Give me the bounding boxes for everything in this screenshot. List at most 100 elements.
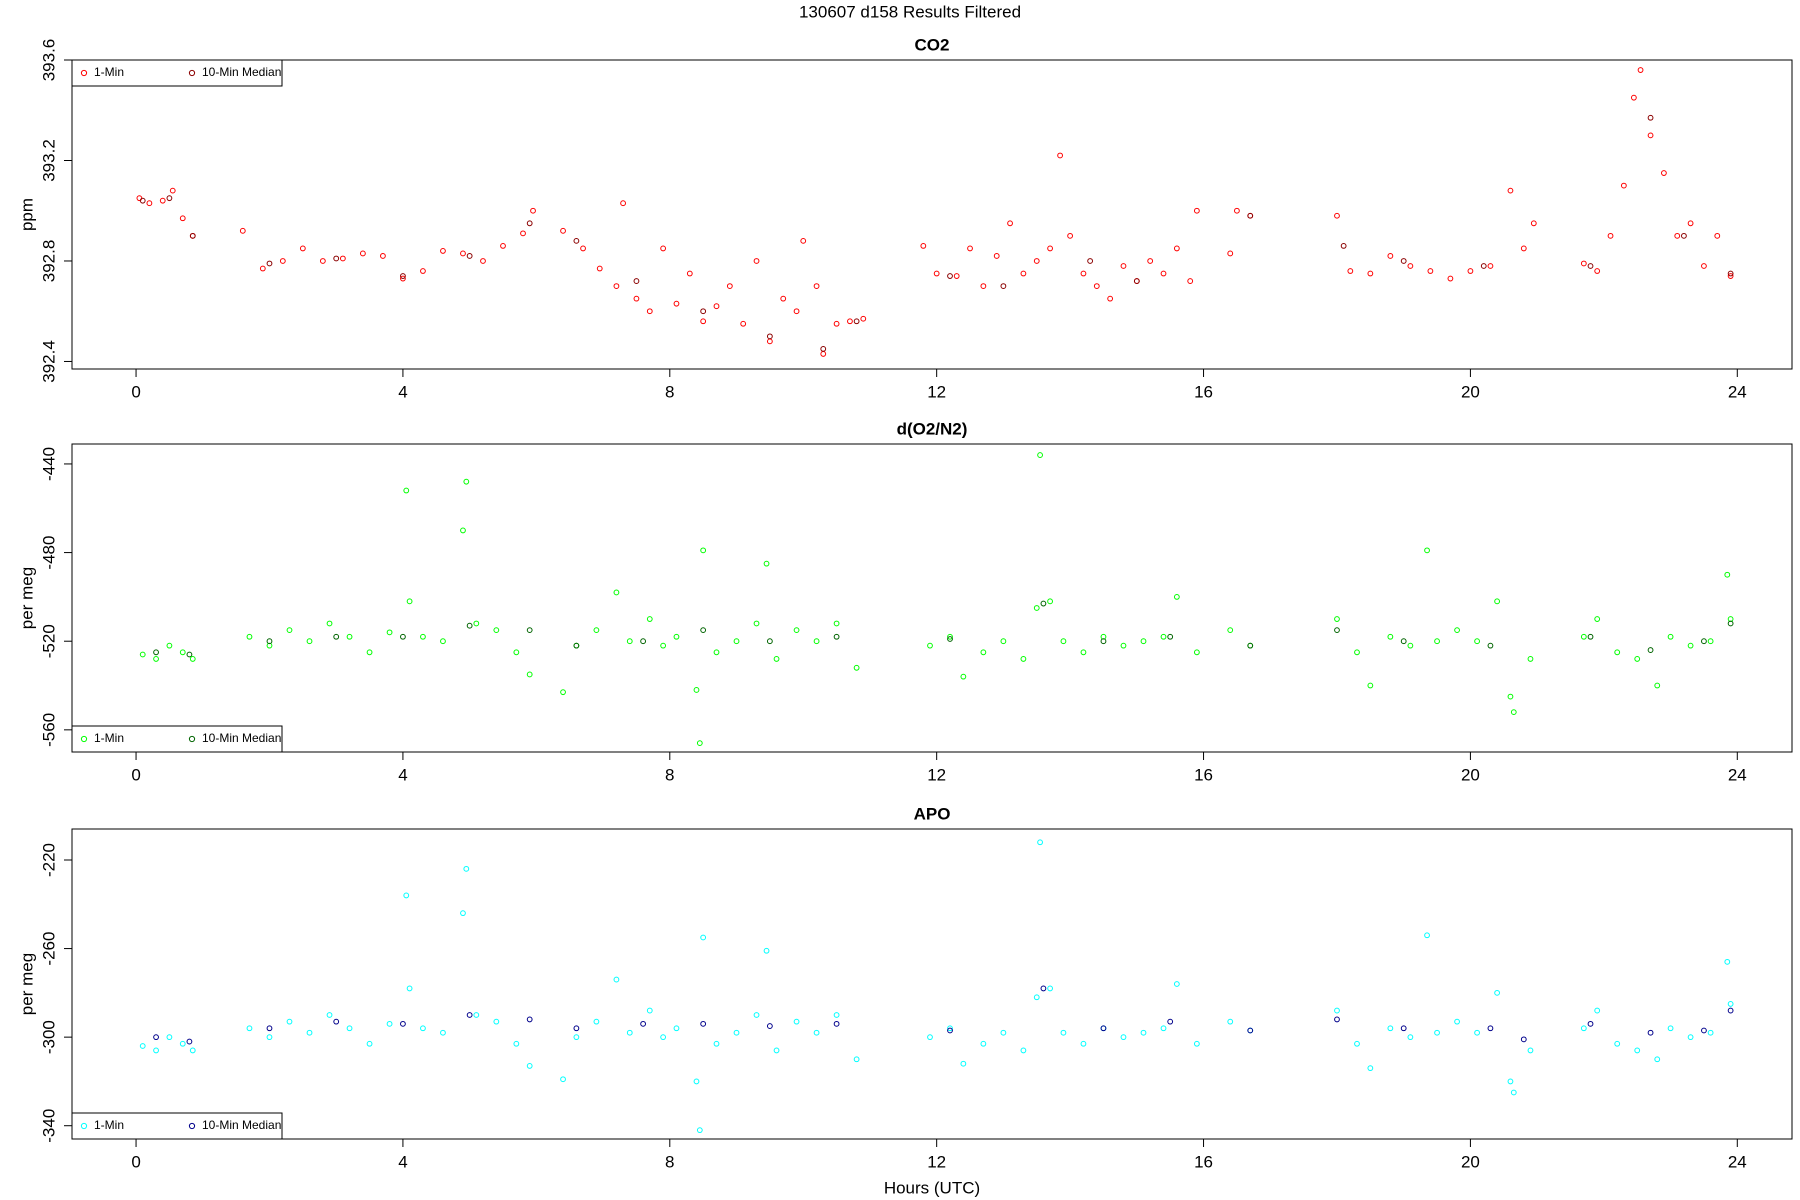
point: [466, 1012, 473, 1018]
y-tick-label: -520: [39, 624, 58, 658]
point: [1247, 212, 1254, 219]
point: [573, 237, 580, 244]
point: [853, 318, 860, 325]
point: [1047, 985, 1053, 992]
point: [933, 270, 940, 277]
point: [1687, 220, 1694, 227]
point: [733, 1029, 740, 1036]
legend-label: 1-Min: [94, 65, 124, 79]
point: [1580, 260, 1587, 267]
x-tick-label: 0: [131, 765, 140, 784]
point: [530, 207, 536, 214]
point: [633, 295, 640, 302]
point: [713, 1040, 720, 1047]
point: [306, 638, 313, 645]
point: [1020, 656, 1027, 662]
point: [766, 338, 773, 345]
point: [1193, 1040, 1200, 1047]
x-tick-label: 12: [927, 382, 946, 401]
point: [1727, 620, 1734, 627]
point: [1120, 263, 1127, 269]
point: [793, 308, 800, 315]
point: [526, 671, 533, 678]
point: [1080, 649, 1087, 656]
point: [239, 227, 246, 234]
point: [700, 308, 707, 315]
point: [753, 1012, 760, 1018]
point: [346, 1025, 353, 1032]
point: [1427, 268, 1434, 274]
point: [613, 976, 620, 983]
point: [967, 245, 973, 252]
point: [1334, 212, 1340, 219]
point: [1467, 268, 1474, 274]
point: [1620, 182, 1627, 189]
point: [1367, 682, 1374, 689]
point: [1647, 1029, 1654, 1036]
point: [713, 649, 720, 656]
plot-box: [71, 828, 1793, 1140]
point: [1347, 268, 1354, 274]
point: [1727, 1001, 1734, 1007]
point: [146, 200, 153, 207]
point: [700, 934, 707, 941]
point: [833, 1012, 840, 1018]
point: [136, 195, 143, 202]
x-tick-label: 12: [927, 765, 946, 784]
point: [333, 633, 340, 640]
point: [920, 243, 927, 249]
point: [1474, 638, 1480, 645]
point: [500, 243, 506, 249]
point: [326, 620, 333, 627]
point: [1510, 709, 1517, 716]
point: [626, 638, 633, 645]
point: [1634, 1047, 1641, 1054]
point: [980, 1040, 987, 1047]
point: [1080, 1040, 1087, 1047]
point: [366, 649, 373, 656]
point: [560, 689, 566, 696]
point: [646, 616, 653, 622]
point: [466, 253, 473, 259]
point: [246, 1025, 253, 1032]
point: [633, 278, 640, 284]
point: [189, 232, 196, 239]
point: [286, 1018, 293, 1025]
point: [640, 1020, 647, 1027]
point: [833, 1020, 840, 1027]
point: [1647, 114, 1654, 121]
point: [153, 1034, 159, 1041]
point: [593, 627, 600, 634]
point: [513, 1040, 520, 1047]
point: [793, 627, 800, 634]
point: [1247, 642, 1254, 649]
point: [1474, 1029, 1480, 1036]
point: [1354, 1040, 1360, 1047]
point: [403, 892, 410, 899]
point: [1020, 270, 1027, 277]
point: [166, 1034, 173, 1041]
point: [1100, 638, 1107, 645]
x-axis-label: Hours (UTC): [884, 1178, 980, 1197]
x-tick-label: 20: [1461, 1152, 1480, 1171]
point: [1033, 605, 1040, 611]
point: [693, 687, 700, 693]
point: [673, 633, 680, 640]
point: [1667, 633, 1674, 640]
point: [526, 1016, 533, 1023]
point: [763, 560, 770, 567]
point: [980, 283, 987, 289]
point: [573, 1034, 580, 1041]
x-tick-label: 24: [1728, 1152, 1747, 1171]
point: [813, 638, 820, 645]
point: [833, 620, 840, 627]
y-tick-label: -560: [39, 713, 58, 747]
point: [726, 283, 733, 289]
point: [1674, 232, 1681, 239]
point: [153, 1047, 159, 1054]
point: [186, 651, 193, 658]
point: [820, 351, 827, 357]
point: [620, 200, 626, 207]
point: [1193, 207, 1200, 214]
